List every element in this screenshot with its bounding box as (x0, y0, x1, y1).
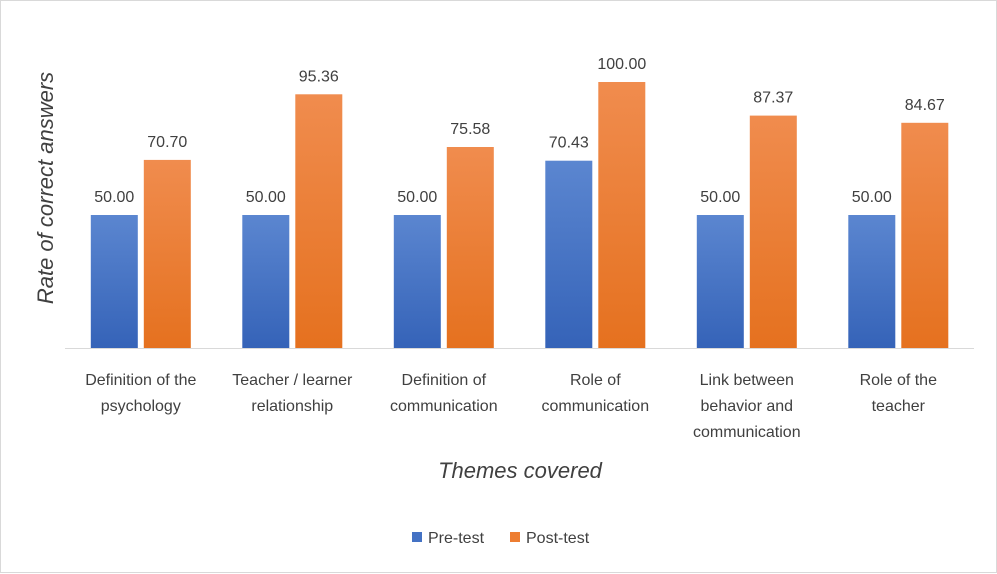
category-label-2: Definition of communication (390, 372, 498, 415)
value-labels-group: 50.00 70.70 50.00 95.36 50.00 75.58 70.43 100.0… (94, 56, 945, 206)
x-axis-title: Themes covered (438, 458, 603, 483)
category-label-5: Role of the teacher (860, 372, 937, 415)
bar-pre-test-1 (242, 215, 290, 348)
bar-post-test-3 (598, 82, 646, 348)
value-label-pre-test-3: 70.43 (549, 135, 589, 152)
value-label-post-test-5: 84.67 (905, 97, 945, 114)
value-label-post-test-0: 70.70 (147, 134, 187, 151)
bar-post-test-2 (446, 147, 494, 348)
bar-post-test-4 (749, 115, 797, 348)
value-label-post-test-1: 95.36 (299, 68, 339, 85)
category-labels-group: Definition of the psychology Teacher / lea… (85, 372, 937, 441)
bars-group (90, 82, 949, 348)
category-label-0: Definition of the psychology (85, 372, 196, 415)
legend-label-post-test: Post-test (526, 530, 590, 547)
value-label-pre-test-1: 50.00 (246, 189, 286, 206)
bar-post-test-0 (143, 159, 191, 348)
value-label-pre-test-2: 50.00 (397, 189, 437, 206)
bar-pre-test-4 (696, 215, 744, 348)
legend-label-pre-test: Pre-test (428, 530, 485, 547)
legend-swatch-post-test (510, 532, 520, 542)
value-label-post-test-4: 87.37 (753, 90, 793, 107)
value-label-pre-test-5: 50.00 (852, 189, 892, 206)
legend: Pre-test Post-test (412, 530, 590, 547)
value-label-pre-test-0: 50.00 (94, 189, 134, 206)
bar-pre-test-5 (848, 215, 896, 348)
bar-post-test-5 (901, 122, 949, 348)
bar-pre-test-0 (90, 215, 138, 348)
bar-pre-test-2 (393, 215, 441, 348)
bar-post-test-1 (295, 94, 343, 348)
category-label-3: Role of communication (541, 372, 649, 415)
category-label-1: Teacher / learner relationship (232, 372, 353, 415)
value-label-post-test-2: 75.58 (450, 121, 490, 138)
value-label-post-test-3: 100.00 (597, 56, 646, 73)
value-label-pre-test-4: 50.00 (700, 189, 740, 206)
legend-swatch-pre-test (412, 532, 422, 542)
category-label-4: Link between behavior and communication (693, 372, 801, 441)
bar-pre-test-3 (545, 160, 593, 348)
y-axis-title: Rate of correct answers (33, 72, 58, 304)
